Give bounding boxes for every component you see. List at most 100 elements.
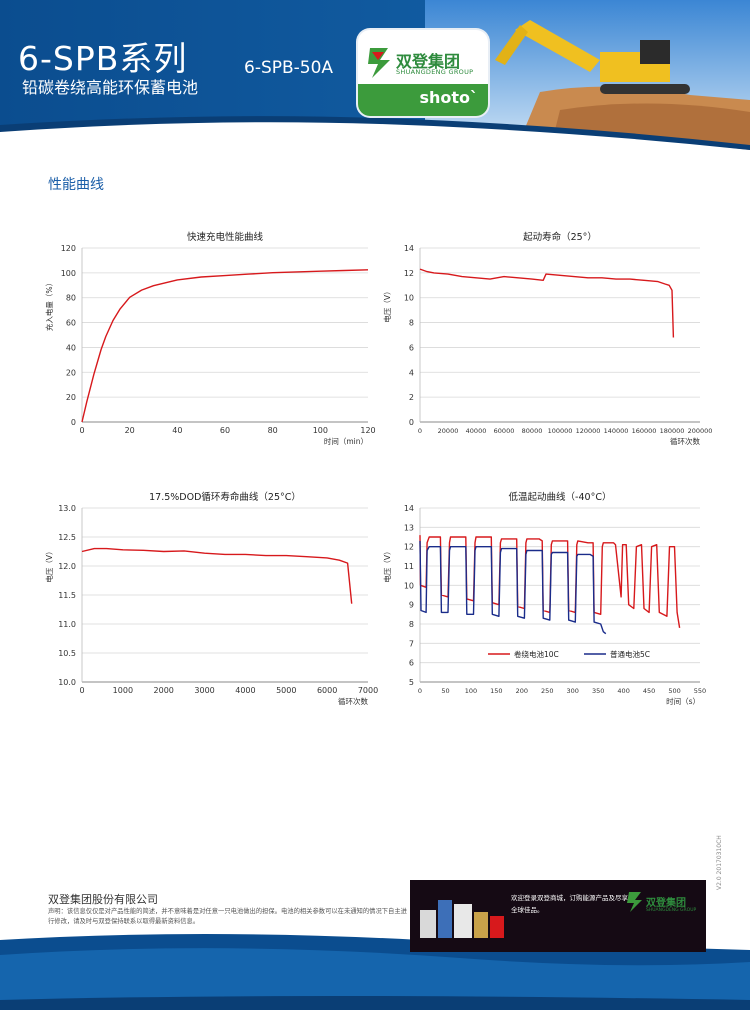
y-tick-label: 6 [409,343,414,352]
x-tick-label: 150 [490,687,502,695]
series-line-0 [419,268,675,338]
y-tick-label: 7 [409,639,414,648]
x-tick-label: 200000 [688,427,712,435]
model-number: 6-SPB-50A [244,58,334,78]
y-tick-label: 100 [61,269,76,278]
y-tick-label: 14 [404,504,414,513]
x-tick-label: 80000 [522,427,543,435]
y-axis-label: 电压（V） [44,547,54,582]
logo-tagline: shoto` [419,88,478,107]
y-tick-label: 20 [66,393,76,402]
mall-banner[interactable]: 欢迎登录双登商城，订购能源产品及尽享全球佳品。 双登集团 SHUANGDENG … [410,880,706,952]
y-tick-label: 9 [409,601,414,610]
x-tick-label: 0 [418,427,422,435]
excavator-icon [495,20,690,94]
y-tick-label: 12 [404,269,414,278]
banner-text: 欢迎登录双登商城，订购能源产品及尽享全球佳品。 [511,894,628,914]
x-tick-label: 4000 [235,686,255,695]
company-name: 双登集团股份有限公司 [48,893,158,906]
chart-title: 快速充电性能曲线 [187,231,264,243]
legend-label: 普通电池5C [610,649,650,659]
x-tick-label: 350 [592,687,604,695]
x-axis-label: 时间（min） [324,436,368,446]
y-tick-label: 13.0 [58,504,76,513]
chart-title: 低温起动曲线（-40°C） [509,491,612,503]
x-tick-label: 20 [125,426,135,435]
series-title: 6-SPB系列 [18,39,188,78]
y-tick-label: 4 [409,368,414,377]
shoto-logo-icon [627,892,642,912]
y-axis-label: 充入电量（%） [44,279,54,331]
cranking-life-chart: 起动寿命（25°） 0 2 4 6 8 10 12 14 0 20000 40000 60000 8000… [382,231,712,446]
x-tick-label: 5000 [276,686,296,695]
x-tick-label: 40 [172,426,182,435]
low-temp-cranking-chart: 低温起动曲线（-40°C） 5 6 7 8 9 10 11 12 13 14 0 50 100 150 200… [382,491,706,706]
y-tick-label: 10.0 [58,678,76,687]
x-tick-label: 140000 [604,427,629,435]
x-tick-label: 3000 [194,686,214,695]
footer-wave [0,934,750,1010]
y-tick-label: 10 [404,581,414,590]
x-tick-label: 450 [643,687,655,695]
series-line-1 [419,540,607,635]
x-tick-label: 250 [541,687,553,695]
x-tick-label: 60000 [494,427,515,435]
y-tick-label: 12.0 [58,562,76,571]
x-tick-label: 0 [418,687,422,695]
banner-brand: 双登集团 [646,898,686,909]
x-tick-label: 300 [567,687,579,695]
x-tick-label: 2000 [154,686,174,695]
y-tick-label: 13 [404,523,414,532]
x-tick-label: 500 [668,687,680,695]
y-tick-label: 12 [404,543,414,552]
header-banner [0,0,750,160]
logo-english: SHUANGDENG GROUP [396,68,474,76]
x-tick-label: 50 [441,687,449,695]
brand-logo: 双登集团 SHUANGDENG GROUP shoto` [358,30,488,116]
legend-label: 卷绕电池10C [514,649,559,659]
y-tick-label: 11.0 [58,620,76,629]
x-tick-label: 20000 [438,427,459,435]
x-tick-label: 80 [268,426,278,435]
x-tick-label: 400 [617,687,629,695]
x-axis-label: 循环次数 [670,436,700,446]
section-title: 性能曲线 [48,177,104,193]
x-tick-label: 7000 [358,686,378,695]
y-axis-label: 电压（V） [382,287,392,322]
y-tick-label: 6 [409,659,414,668]
y-tick-label: 5 [409,678,414,687]
version-label: V2.0 20170310CH [716,835,723,890]
y-tick-label: 8 [409,319,414,328]
product-photo [420,900,504,938]
chart-title: 起动寿命（25°） [523,231,597,243]
banner-brand-english: SHUANGDENG GROUP [646,908,697,913]
y-tick-label: 0 [71,418,76,427]
y-tick-label: 60 [66,319,76,328]
x-tick-label: 0 [79,686,84,695]
y-tick-label: 14 [404,244,414,253]
y-tick-label: 2 [409,393,414,402]
x-tick-label: 550 [694,687,706,695]
x-tick-label: 1000 [113,686,133,695]
x-tick-label: 120000 [576,427,601,435]
fast-charge-chart: 快速充电性能曲线 0 20 20 40 60 80 100 120 0 20 40 60 80 100 120… [44,231,376,446]
y-tick-label: 11.5 [58,591,76,600]
x-tick-label: 100 [465,687,477,695]
x-axis-label: 循环次数 [338,696,368,706]
dod-cycle-life-chart: 17.5%DOD循环寿命曲线（25°C） 10.0 10.5 11.0 11.5 12.0… [44,491,378,706]
product-subtitle: 铅碳卷绕高能环保蓄电池 [22,78,199,97]
y-tick-label: 80 [66,294,76,303]
y-tick-label: 11 [404,562,414,571]
x-tick-label: 60 [220,426,230,435]
y-tick-label: 0 [409,418,414,427]
disclaimer: 声明：该信息仅仅是对产品性能的简述，并不意味着是对任意一只电池做出的担保。电池的… [48,908,407,925]
x-tick-label: 200 [516,687,528,695]
x-tick-label: 100000 [548,427,573,435]
y-tick-label: 10.5 [58,649,76,658]
x-tick-label: 120 [360,426,375,435]
x-tick-label: 100 [313,426,328,435]
x-tick-label: 180000 [660,427,685,435]
series-line-0 [81,269,369,423]
y-tick-label: 40 [66,343,76,352]
x-tick-label: 160000 [632,427,657,435]
